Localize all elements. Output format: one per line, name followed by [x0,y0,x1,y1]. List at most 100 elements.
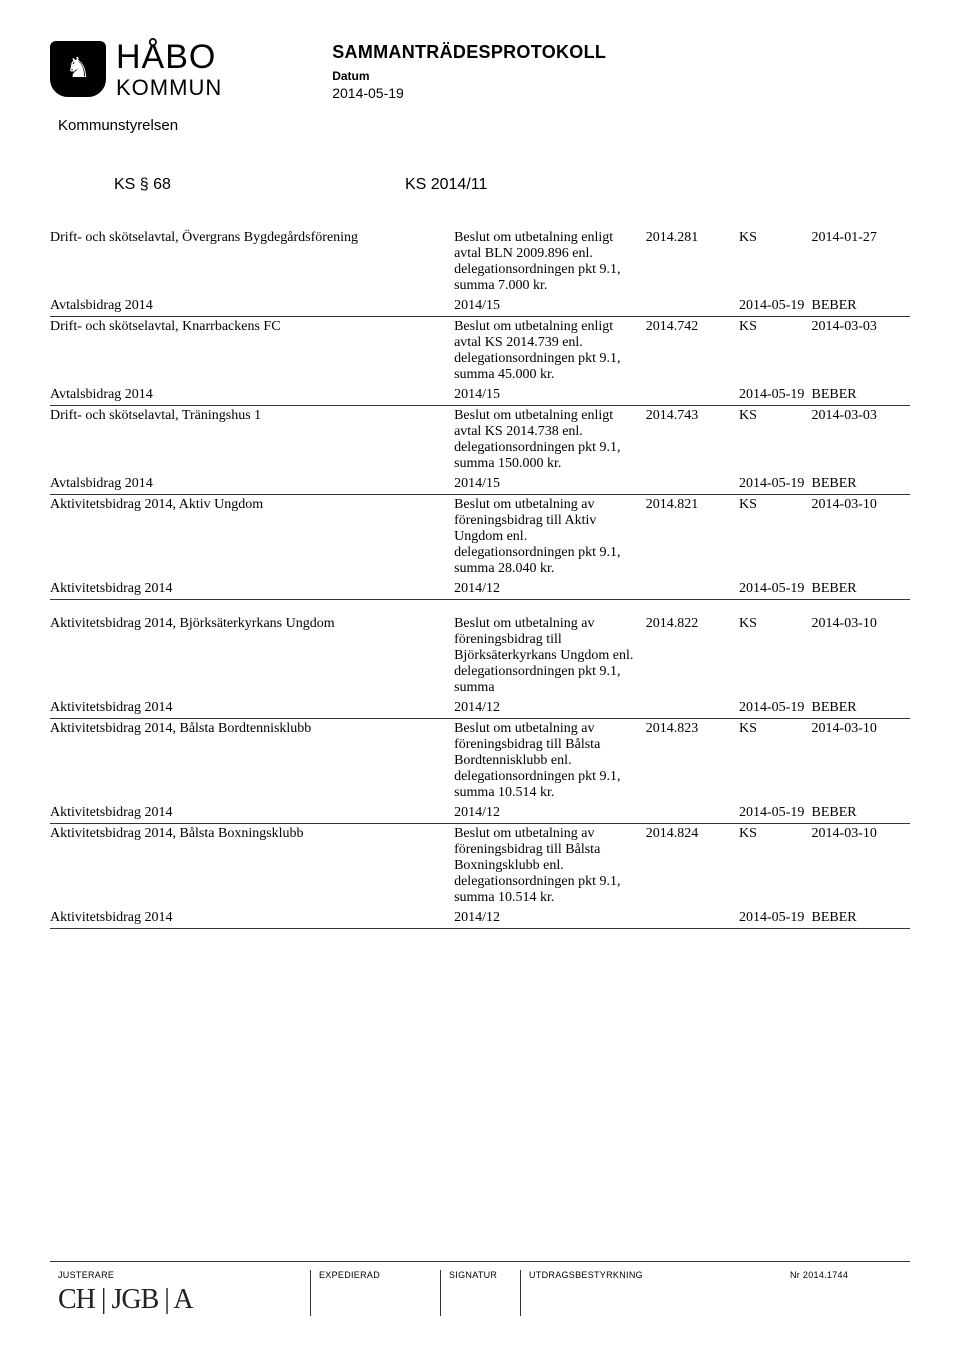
row-subject: Avtalsbidrag 2014 [50,474,454,495]
row-date: 2014-03-03 [812,406,910,475]
row-date: 2014-03-10 [812,495,910,580]
row-reference: 2014.743 [646,406,739,475]
row-reference: 2014.824 [646,823,739,908]
row-description: 2014/15 [454,296,646,317]
row-date: BEBER [812,474,910,495]
row-subject: Aktivitetsbidrag 2014 [50,579,454,600]
table-row: Aktivitetsbidrag 2014, Aktiv UngdomBeslu… [50,495,910,580]
row-unit: KS [739,406,812,475]
row-description: Beslut om utbetalning av föreningsbidrag… [454,614,646,698]
row-description: Beslut om utbetalning av föreningsbidrag… [454,495,646,580]
row-date: 2014-03-10 [812,718,910,803]
footer-signatur-label: SIGNATUR [449,1270,512,1280]
row-unit: 2014-05-19 [739,908,812,929]
row-date: BEBER [812,803,910,824]
row-unit: 2014-05-19 [739,296,812,317]
table-row: Aktivitetsbidrag 20142014/12 2014-05-19BE… [50,908,910,929]
footer-rule [50,1261,910,1262]
table-row: Aktivitetsbidrag 20142014/12 2014-05-19BE… [50,579,910,600]
row-unit: 2014-05-19 [739,803,812,824]
row-subject: Aktivitetsbidrag 2014, Bålsta Bordtennis… [50,718,454,803]
row-description: 2014/12 [454,698,646,719]
row-unit: KS [739,718,812,803]
row-unit: 2014-05-19 [739,698,812,719]
footer-justerare-label: JUSTERARE [58,1270,302,1280]
table-row: Aktivitetsbidrag 2014, Björksäterkyrkans… [50,614,910,698]
footer-number: Nr 2014.1744 [750,1270,910,1316]
row-date: 2014-03-10 [812,823,910,908]
section-ref-left: KS § 68 [114,176,171,194]
row-reference [646,296,739,317]
committee-name: Kommunstyrelsen [58,117,910,134]
delegation-table: Drift- och skötselavtal, Övergrans Bygde… [50,228,910,929]
row-date: BEBER [812,908,910,929]
date-value: 2014-05-19 [332,85,606,101]
row-description: Beslut om utbetalning enligt avtal BLN 2… [454,228,646,296]
row-unit: KS [739,317,812,386]
row-description: Beslut om utbetalning enligt avtal KS 20… [454,317,646,386]
document-type: SAMMANTRÄDESPROTOKOLL [332,42,606,63]
crest-glyph: ♞ [65,55,90,83]
row-reference [646,579,739,600]
row-date: 2014-03-03 [812,317,910,386]
row-subject: Aktivitetsbidrag 2014 [50,908,454,929]
org-name-top: HÅBO [116,40,222,76]
document-page: ♞ HÅBO KOMMUN SAMMANTRÄDESPROTOKOLL Datu… [0,0,960,1346]
row-subject: Aktivitetsbidrag 2014 [50,803,454,824]
row-reference [646,385,739,406]
row-reference: 2014.281 [646,228,739,296]
row-subject: Aktivitetsbidrag 2014, Aktiv Ungdom [50,495,454,580]
row-subject: Avtalsbidrag 2014 [50,296,454,317]
row-reference: 2014.823 [646,718,739,803]
row-subject: Aktivitetsbidrag 2014 [50,698,454,719]
row-unit: KS [739,495,812,580]
row-description: 2014/12 [454,908,646,929]
row-description: 2014/12 [454,803,646,824]
section-references: KS § 68 KS 2014/11 [114,176,910,194]
logo-block: ♞ HÅBO KOMMUN [50,40,222,99]
row-reference [646,474,739,495]
footer-justerare: JUSTERARE CH | JGB | A [50,1270,310,1316]
row-date: BEBER [812,385,910,406]
table-row: Drift- och skötselavtal, Knarrbackens FC… [50,317,910,386]
footer-number-label: Nr 2014.1744 [790,1270,902,1280]
row-reference: 2014.821 [646,495,739,580]
row-unit: 2014-05-19 [739,579,812,600]
footer-utdrag-label: UTDRAGSBESTYRKNING [529,1270,742,1280]
table-row: Aktivitetsbidrag 2014, Bålsta Bordtennis… [50,718,910,803]
row-subject: Avtalsbidrag 2014 [50,385,454,406]
row-date: BEBER [812,579,910,600]
row-description: 2014/15 [454,474,646,495]
row-description: 2014/12 [454,579,646,600]
page-header: ♞ HÅBO KOMMUN SAMMANTRÄDESPROTOKOLL Datu… [50,40,910,101]
row-unit: KS [739,228,812,296]
row-subject: Drift- och skötselavtal, Knarrbackens FC [50,317,454,386]
table-row: Avtalsbidrag 20142014/15 2014-05-19BEBER [50,385,910,406]
doc-type-block: SAMMANTRÄDESPROTOKOLL Datum 2014-05-19 [332,40,606,101]
date-label: Datum [332,69,606,83]
table-row: Aktivitetsbidrag 2014, Bålsta Boxningskl… [50,823,910,908]
row-unit: KS [739,823,812,908]
row-unit: 2014-05-19 [739,385,812,406]
table-row: Avtalsbidrag 20142014/15 2014-05-19BEBER [50,474,910,495]
row-description: Beslut om utbetalning av föreningsbidrag… [454,823,646,908]
footer-row: JUSTERARE CH | JGB | A EXPEDIERAD SIGNAT… [50,1270,910,1316]
row-reference [646,803,739,824]
spacer-row [50,600,910,614]
row-reference [646,698,739,719]
table-row: Aktivitetsbidrag 20142014/12 2014-05-19BE… [50,698,910,719]
row-reference [646,908,739,929]
footer-expedierad: EXPEDIERAD [310,1270,440,1316]
org-name: HÅBO KOMMUN [116,40,222,99]
table-row: Aktivitetsbidrag 20142014/12 2014-05-19BE… [50,803,910,824]
row-description: 2014/15 [454,385,646,406]
row-reference: 2014.742 [646,317,739,386]
page-footer: JUSTERARE CH | JGB | A EXPEDIERAD SIGNAT… [50,1261,910,1316]
signature-scribble: CH | JGB | A [58,1284,302,1316]
row-unit: 2014-05-19 [739,474,812,495]
row-date: BEBER [812,296,910,317]
row-date: BEBER [812,698,910,719]
row-reference: 2014.822 [646,614,739,698]
row-subject: Drift- och skötselavtal, Övergrans Bygde… [50,228,454,296]
footer-expedierad-label: EXPEDIERAD [319,1270,432,1280]
